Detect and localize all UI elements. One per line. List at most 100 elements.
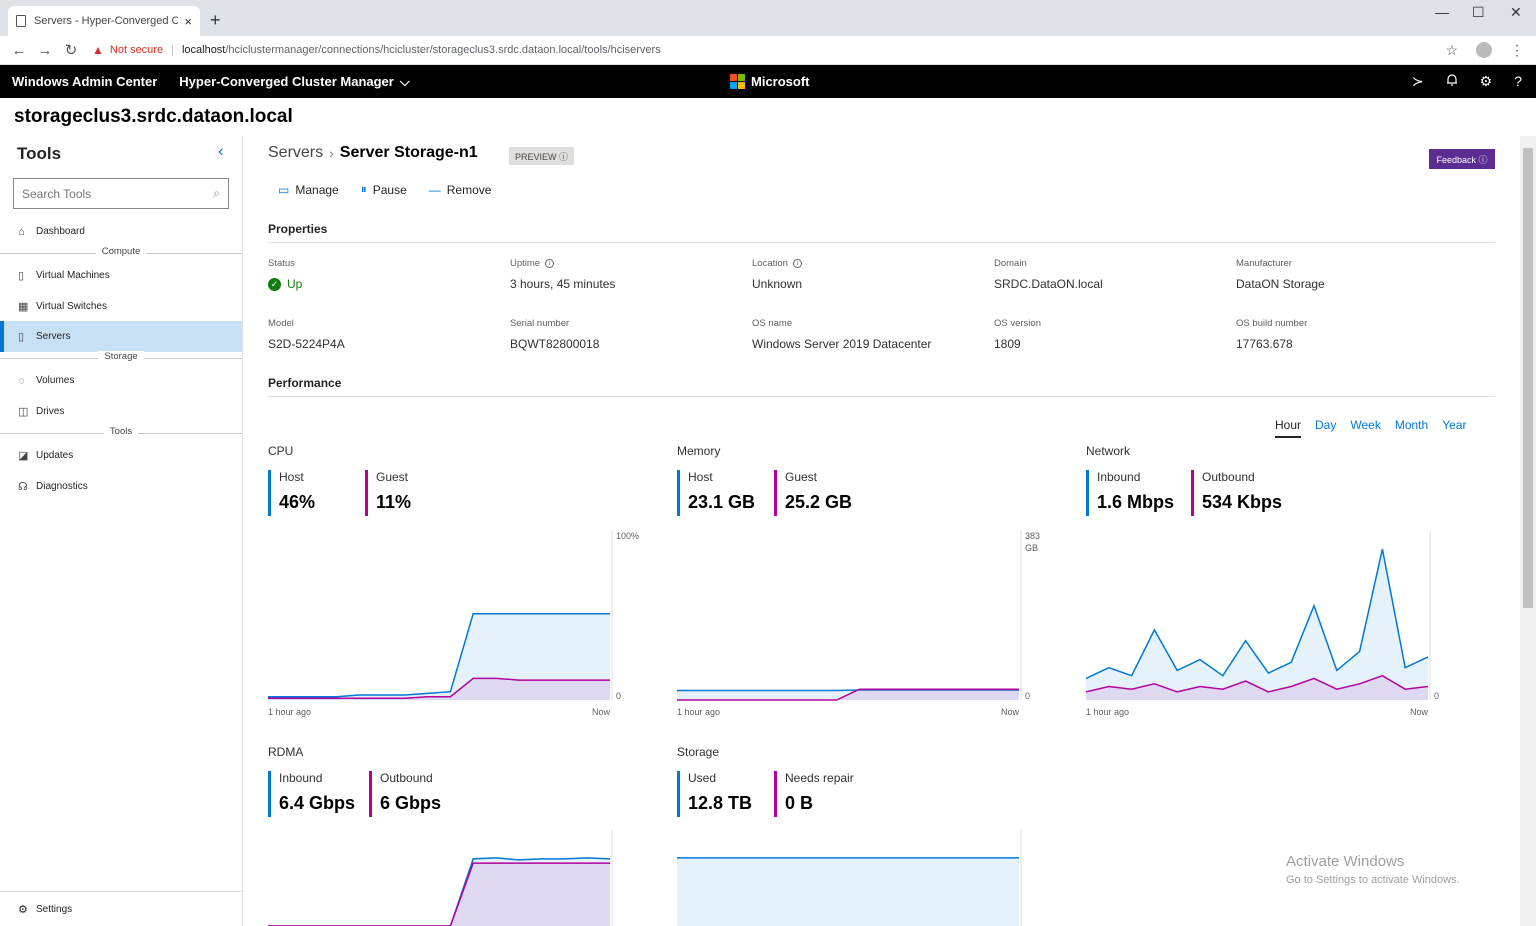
performance-divider — [268, 396, 1495, 397]
prop-label: OS build number — [1236, 318, 1308, 329]
bell-icon[interactable] — [1446, 73, 1458, 90]
info-icon[interactable]: i — [545, 259, 555, 268]
forward-button[interactable]: → — [37, 41, 53, 59]
vm-icon: ▯ — [18, 270, 25, 282]
profile-avatar[interactable] — [1476, 42, 1492, 58]
bookmark-star-icon[interactable]: ☆ — [1445, 42, 1458, 58]
search-tools-field[interactable]: ⌕ — [13, 178, 229, 209]
terminal-icon[interactable]: ≻ — [1411, 73, 1424, 89]
prop-value: Unknown — [752, 277, 803, 291]
prop-os-build: OS build number 17763.678 — [1236, 318, 1307, 351]
memory-y-unit: GB — [1025, 543, 1039, 553]
switch-icon: ▦ — [18, 301, 29, 313]
action-label: Manage — [295, 182, 339, 197]
pause-button[interactable]: ⏸ Pause — [361, 182, 407, 197]
minimize-button[interactable]: — — [1435, 4, 1449, 20]
sidebar-item-virtual-machines[interactable]: ▯ Virtual Machines — [0, 260, 242, 291]
close-window-button[interactable]: ✕ — [1510, 4, 1522, 20]
sidebar-item-settings[interactable]: ⚙ Settings — [0, 891, 242, 926]
memory-chart[interactable] — [677, 530, 1023, 702]
network-x-end: Now — [1410, 707, 1429, 717]
tab-month[interactable]: Month — [1394, 418, 1429, 432]
metric-label: Outbound — [380, 771, 433, 785]
url-path: /hciclustermanager/connections/hcicluste… — [225, 44, 661, 56]
prop-value: 3 hours, 45 minutes — [510, 277, 616, 291]
prop-value: Windows Server 2019 Datacenter — [752, 337, 932, 351]
browser-menu-icon[interactable]: ⋮ — [1510, 42, 1524, 58]
microsoft-logo-icon — [730, 74, 745, 89]
prop-label: Uptime i — [510, 258, 615, 269]
search-icon: ⌕ — [213, 186, 220, 200]
back-button[interactable]: ← — [11, 41, 27, 59]
memory-x-end: Now — [1001, 707, 1020, 717]
breadcrumb-servers-link[interactable]: Servers — [268, 144, 324, 161]
feedback-button[interactable]: Feedback ⓘ — [1429, 149, 1495, 169]
sidebar-item-volumes[interactable]: ◌ Volumes — [0, 365, 242, 396]
help-icon[interactable]: ? — [1514, 73, 1522, 89]
manage-button[interactable]: ▭ Manage — [278, 182, 339, 197]
remove-icon: — — [428, 182, 441, 197]
cpu-host-metric: Host 46% — [268, 470, 315, 516]
rdma-chart[interactable] — [268, 830, 614, 926]
sidebar-item-dashboard[interactable]: ⌂ Dashboard — [0, 216, 242, 247]
sidebar-item-virtual-switches[interactable]: ▦ Virtual Switches — [0, 291, 242, 322]
metric-label: Host — [688, 470, 713, 484]
series-area-used — [677, 857, 1019, 926]
info-icon[interactable]: i — [792, 259, 802, 268]
wac-brand[interactable]: Windows Admin Center — [12, 74, 158, 89]
warning-icon: ▲ — [92, 43, 104, 57]
prop-label: Serial number — [510, 318, 570, 329]
cpu-x-end: Now — [592, 707, 611, 717]
cpu-title: CPU — [268, 444, 294, 458]
rdma-title: RDMA — [268, 745, 304, 759]
prop-value: SRDC.DataON.local — [994, 277, 1103, 291]
prop-value: ✓ Up — [268, 277, 302, 291]
sidebar-item-updates[interactable]: ◪ Updates — [0, 440, 242, 471]
sidebar-item-servers[interactable]: ▯ Servers — [0, 321, 242, 352]
metric-value: 1.6 Mbps — [1097, 492, 1175, 512]
preview-badge[interactable]: PREVIEW ⓘ — [509, 147, 575, 165]
not-secure-label[interactable]: Not secure — [109, 44, 164, 56]
metric-label: Needs repair — [785, 771, 854, 785]
prop-value: DataON Storage — [1236, 277, 1325, 291]
network-chart-svg — [1086, 530, 1431, 700]
memory-y-max: 383 — [1025, 531, 1041, 541]
storage-chart[interactable] — [677, 830, 1023, 926]
activation-watermark-text: Go to Settings to activate Windows. — [1286, 874, 1460, 886]
tab-close-icon[interactable]: × — [184, 13, 192, 29]
series-line-host — [677, 689, 1019, 692]
sidebar-item-label: Updates — [36, 450, 74, 461]
page-title: Server Storage-n1 — [339, 144, 478, 161]
tab-year[interactable]: Year — [1442, 418, 1467, 432]
maximize-button[interactable]: ☐ — [1472, 4, 1485, 20]
sidebar-item-diagnostics[interactable]: ☊ Diagnostics — [0, 471, 242, 502]
tab-day[interactable]: Day — [1315, 418, 1337, 432]
browser-tab[interactable]: Servers - Hyper-Converged Clust × — [8, 6, 200, 36]
new-tab-button[interactable]: + — [210, 10, 221, 30]
sidebar-item-drives[interactable]: ◫ Drives — [0, 396, 242, 427]
network-chart[interactable] — [1086, 530, 1432, 702]
memory-x-start: 1 hour ago — [677, 707, 721, 717]
manage-icon: ▭ — [278, 182, 290, 197]
reload-button[interactable]: ↻ — [64, 42, 78, 59]
search-input[interactable] — [22, 186, 192, 201]
tab-hour[interactable]: Hour — [1275, 418, 1302, 438]
cpu-chart[interactable] — [268, 530, 614, 702]
page-scrollbar[interactable] — [1520, 136, 1536, 926]
tab-week[interactable]: Week — [1350, 418, 1381, 432]
remove-button[interactable]: — Remove — [429, 182, 492, 197]
series-area-host — [268, 613, 610, 700]
url-field[interactable]: ▲ Not secure | localhost /hciclustermana… — [92, 39, 661, 61]
memory-chart-svg — [677, 530, 1022, 701]
gear-icon[interactable]: ⚙ — [1479, 73, 1493, 89]
sidebar-item-label: Drives — [36, 406, 65, 417]
prop-status: Status ✓ Up — [268, 258, 302, 291]
collapse-sidebar-icon[interactable]: ‹ — [218, 143, 224, 160]
properties-divider — [268, 242, 1495, 243]
prop-label: Model — [268, 318, 294, 329]
group-tools: Tools — [0, 426, 242, 440]
metric-value: 12.8 TB — [688, 793, 753, 813]
sidebar-item-label: Virtual Switches — [36, 301, 107, 312]
product-switcher[interactable]: Hyper-Converged Cluster Manager ⌵ — [179, 74, 409, 90]
scroll-thumb[interactable] — [1523, 148, 1533, 608]
